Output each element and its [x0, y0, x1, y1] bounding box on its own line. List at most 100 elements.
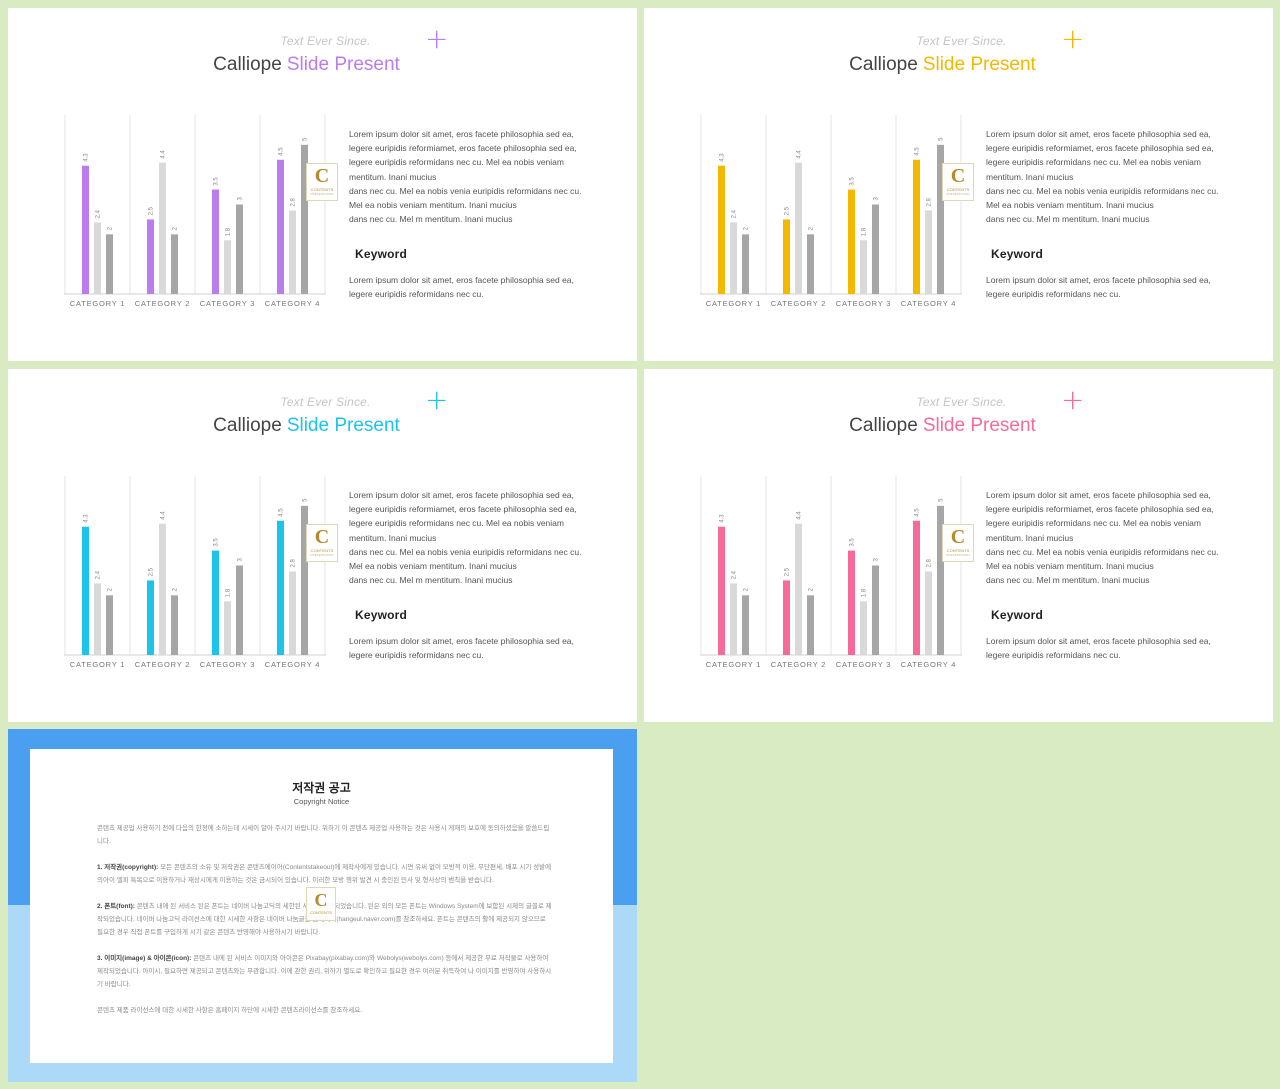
copyright-subtitle: Copyright Notice [293, 797, 350, 806]
slide-4[interactable]: Text Ever Since. + Calliope Slide Present… [644, 369, 1273, 722]
bar [937, 505, 944, 655]
slide-1[interactable]: Text Ever Since. + Calliope Slide Present… [8, 8, 637, 361]
bar [848, 189, 855, 294]
bar [301, 505, 308, 655]
category-label: CATEGORY 4 [901, 660, 957, 669]
data-label: 5 [939, 137, 945, 141]
data-label: 5 [303, 498, 309, 502]
slide-subtitle: Text Ever Since. [916, 395, 1007, 409]
bar [171, 595, 178, 655]
bar [913, 520, 920, 655]
data-label: 2 [173, 226, 179, 230]
bar [82, 526, 89, 655]
data-label: 2.8 [927, 197, 933, 206]
copyright-slide[interactable]: 저작권 공고 Copyright Notice 콘텐츠 제공업 사용하기 전에 … [8, 729, 637, 1082]
bar [236, 565, 243, 655]
body-text: Lorem ipsum dolor sit amet, eros facete … [349, 490, 582, 586]
data-label: 2 [744, 226, 750, 230]
copyright-title: 저작권 공고 [292, 781, 351, 795]
data-label: 2.4 [732, 570, 738, 579]
bar [159, 523, 166, 655]
keyword-text: Lorem ipsum dolor sit amet, eros facete … [349, 636, 574, 661]
bar [730, 583, 737, 655]
bar [742, 595, 749, 655]
data-label: 4.5 [279, 147, 285, 156]
bar [301, 144, 308, 294]
title-accent: Slide Present [286, 54, 400, 75]
slide-subtitle: Text Ever Since. [280, 34, 371, 48]
bar [277, 520, 284, 655]
data-label: 4.5 [279, 508, 285, 517]
data-label: 5 [303, 137, 309, 141]
data-label: 2 [809, 587, 815, 591]
bar-chart: 4.3 2.4 2 CATEGORY 1 2.5 4.4 2 CATEGORY 2 3.5 1.8… [700, 476, 962, 676]
category-label: CATEGORY 3 [200, 299, 256, 308]
bar [147, 580, 154, 655]
slide-3[interactable]: Text Ever Since. + Calliope Slide Present… [8, 369, 637, 722]
contents-logo: C CONTENTS PRESENTATION [306, 524, 338, 562]
copyright-card: 저작권 공고 Copyright Notice 콘텐츠 제공업 사용하기 전에 … [30, 749, 613, 1063]
bar [730, 222, 737, 294]
category-label: CATEGORY 4 [265, 660, 321, 669]
bar [807, 595, 814, 655]
bar [848, 550, 855, 655]
category-label: CATEGORY 3 [836, 299, 892, 308]
bar [742, 234, 749, 294]
data-label: 3 [874, 197, 880, 201]
keyword-text: Lorem ipsum dolor sit amet, eros facete … [349, 275, 574, 300]
bar [94, 583, 101, 655]
slide-title: Calliope Slide Present [849, 54, 1036, 75]
category-label: CATEGORY 1 [70, 660, 126, 669]
bar [106, 234, 113, 294]
category-label: CATEGORY 2 [771, 660, 827, 669]
category-label: CATEGORY 3 [836, 660, 892, 669]
category-label: CATEGORY 4 [901, 299, 957, 308]
bar [147, 219, 154, 294]
data-label: 4.3 [720, 153, 726, 162]
data-label: 2 [108, 226, 114, 230]
bar [82, 165, 89, 294]
data-label: 5 [939, 498, 945, 502]
copyright-section-3: 3. 이미지(image) & 아이콘(icon): 콘텐츠 내에 된 서비스 … [97, 955, 552, 988]
contents-logo: C CONTENTS [306, 887, 336, 921]
bar [937, 144, 944, 294]
bar [718, 526, 725, 655]
data-label: 2.4 [732, 209, 738, 218]
data-label: 4.5 [915, 147, 921, 156]
data-label: 3 [238, 558, 244, 562]
data-label: 2.4 [96, 209, 102, 218]
contents-logo: C CONTENTS PRESENTATION [942, 524, 974, 562]
category-label: CATEGORY 1 [70, 299, 126, 308]
bar [925, 210, 932, 294]
bar [224, 601, 231, 655]
bar [860, 240, 867, 294]
keyword-heading: Keyword [991, 608, 1044, 622]
copyright-section-1: 1. 저작권(copyright): 모든 콘텐츠의 소유 및 저작권은 콘텐츠… [97, 864, 552, 884]
slide-subtitle: Text Ever Since. [280, 395, 371, 409]
data-label: 2.5 [149, 567, 155, 576]
data-label: 2.8 [291, 558, 297, 567]
title-accent: Slide Present [922, 415, 1036, 436]
data-label: 2.8 [291, 197, 297, 206]
data-label: 3.5 [214, 538, 220, 547]
category-label: CATEGORY 2 [135, 660, 191, 669]
data-label: 2.5 [149, 206, 155, 215]
slide-2[interactable]: Text Ever Since. + Calliope Slide Present… [644, 8, 1273, 361]
data-label: 3.5 [850, 538, 856, 547]
keyword-heading: Keyword [991, 247, 1044, 261]
data-label: 2 [173, 587, 179, 591]
data-label: 3.5 [214, 177, 220, 186]
bar [289, 571, 296, 655]
bar [106, 595, 113, 655]
bar [277, 159, 284, 294]
category-label: CATEGORY 4 [265, 299, 321, 308]
data-label: 2 [744, 587, 750, 591]
data-label: 2 [108, 587, 114, 591]
bar [171, 234, 178, 294]
bar [224, 240, 231, 294]
body-text: Lorem ipsum dolor sit amet, eros facete … [986, 490, 1219, 586]
bar [718, 165, 725, 294]
data-label: 2 [809, 226, 815, 230]
category-label: CATEGORY 2 [135, 299, 191, 308]
plus-icon: + [1061, 383, 1085, 416]
